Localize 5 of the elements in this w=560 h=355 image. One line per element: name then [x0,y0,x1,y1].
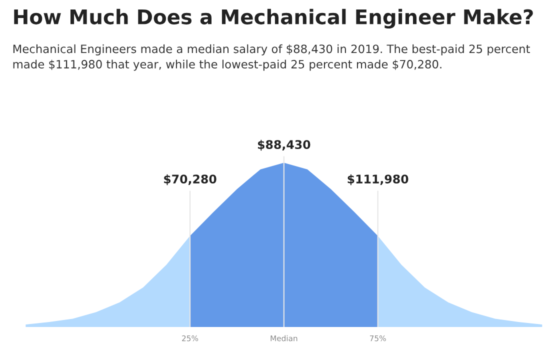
chart-title: How Much Does a Mechanical Engineer Make? [14,8,533,29]
ref-line-label: $88,430 [258,140,310,151]
chart-subtitle: Mechanical Engineers made a median salary of $88,430 in 2019. The best-paid 25 percent made $111,980 that year, while the lowest-paid 25 percent made $70,280. [13,44,530,71]
ref-line-label: $70,280 [164,174,216,186]
ref-line-label: $111,980 [348,174,408,186]
